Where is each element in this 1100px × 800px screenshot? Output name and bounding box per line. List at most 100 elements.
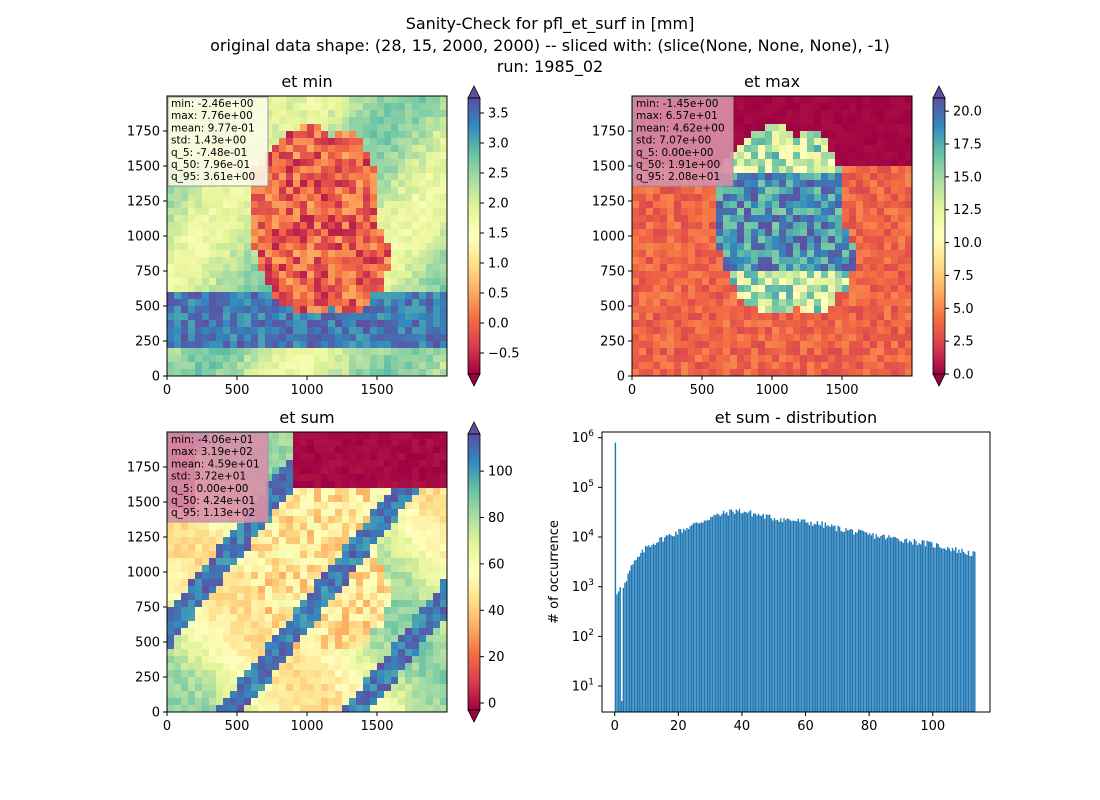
y-tick-label: 1500 — [127, 496, 160, 511]
histogram-bar — [743, 511, 745, 712]
histogram-bar — [648, 545, 650, 712]
histogram-bar — [729, 509, 731, 712]
histogram-bar — [805, 522, 807, 712]
colorbar-tick-label: 2.5 — [488, 167, 509, 182]
histogram-bar — [748, 511, 750, 712]
histogram-bar — [838, 526, 841, 712]
colorbar: 0.0 2.5 5.0 7.5 10.0 12.5 15.0 17.5 20.0 — [932, 85, 982, 387]
histogram-bar — [617, 591, 620, 712]
histogram-bar — [940, 548, 943, 712]
histogram-bar — [937, 544, 939, 712]
histogram-bar — [896, 538, 898, 712]
histogram-bar — [886, 537, 889, 712]
histogram-bar — [848, 530, 850, 712]
stats-line: std: 3.72e+01 — [171, 471, 246, 483]
histogram-bar — [815, 524, 817, 712]
histogram-bar — [664, 537, 666, 712]
histogram-bar — [807, 522, 809, 712]
colorbar-tick-label: 40 — [488, 604, 505, 619]
histogram-bar — [918, 543, 920, 712]
histogram-bar — [899, 541, 901, 712]
histogram-bar — [865, 532, 868, 712]
histogram-bar — [942, 548, 944, 712]
histogram-bar — [764, 518, 766, 712]
histogram-bar — [635, 559, 637, 712]
histogram-bar — [962, 551, 965, 712]
histogram-bar — [692, 523, 695, 712]
histogram-bar — [654, 544, 656, 712]
histogram-bar — [673, 536, 675, 712]
suptitle-line1: Sanity-Check for pfl_et_surf in [mm] — [406, 14, 695, 34]
histogram-bar — [740, 513, 742, 712]
histogram-bar — [819, 525, 822, 712]
colorbar-tick-label: 100 — [488, 465, 513, 480]
colorbar-frame — [467, 433, 481, 711]
histogram-bar — [869, 533, 871, 712]
y-tick-label: 750 — [135, 601, 160, 616]
histogram-bar — [622, 587, 625, 712]
colorbar-tick-label: 12.5 — [953, 203, 982, 218]
histogram-bar — [689, 526, 691, 712]
stats-line: q_5: 0.00e+00 — [636, 147, 713, 159]
x-tick-label: 100 — [920, 719, 945, 734]
histogram-bar — [667, 535, 669, 712]
histogram-bar — [864, 532, 866, 712]
histogram-bar — [683, 528, 685, 712]
histogram-bar — [818, 524, 820, 712]
histogram-bar — [969, 556, 971, 712]
x-tick-label: 0 — [163, 719, 171, 734]
y-tick-label: 1250 — [592, 195, 625, 210]
histogram-bar — [702, 522, 704, 712]
histogram-bar — [974, 551, 976, 712]
stats-line: q_5: -7.48e-01 — [171, 147, 247, 159]
histogram-bar — [776, 519, 779, 712]
histogram-bar — [878, 537, 881, 712]
histogram-bar — [829, 526, 831, 712]
histogram-bar — [891, 537, 893, 712]
histogram-frame — [601, 431, 991, 713]
histogram-bar — [671, 536, 674, 712]
histogram-bar — [699, 523, 701, 712]
histogram-bar — [947, 546, 949, 712]
histogram-bar — [811, 525, 814, 712]
histogram-bar — [862, 531, 865, 712]
y-tick-label: 1750 — [592, 125, 625, 140]
histogram-bar — [843, 531, 846, 712]
histogram-bar — [821, 521, 823, 712]
x-tick-label: 80 — [861, 719, 878, 734]
histogram-bar — [792, 520, 795, 712]
histogram-bar — [756, 515, 758, 712]
histogram-bar — [924, 546, 927, 712]
histogram-bar — [627, 573, 629, 712]
histogram-bar — [646, 546, 648, 712]
histogram-bar — [788, 519, 790, 712]
histogram-bar — [939, 547, 941, 712]
histogram-bar — [913, 538, 916, 712]
histogram-bar — [644, 545, 647, 712]
stats-line: mean: 4.62e+00 — [636, 122, 725, 134]
histogram-bar — [778, 521, 780, 712]
histogram-bar — [904, 539, 906, 712]
histogram-bar — [676, 534, 679, 712]
histogram-bar — [827, 525, 830, 712]
histogram-bar — [861, 530, 863, 712]
histogram-bar — [649, 547, 652, 712]
histogram-bar — [757, 513, 760, 712]
panel-et_min: et min 0 500 1000 1500 0 250 500 750 1000 1250 1500… — [127, 72, 520, 398]
histogram-bar — [842, 531, 844, 712]
histogram-bar — [749, 510, 752, 712]
histogram-bar — [802, 519, 804, 712]
histogram-bar — [753, 513, 755, 712]
y-tick-label: 500 — [600, 300, 625, 315]
y-tick-label: 1750 — [127, 125, 160, 140]
stats-line: max: 6.57e+01 — [636, 110, 718, 122]
histogram-bar — [880, 536, 882, 712]
y-axis-label: # of occurrence — [547, 520, 562, 624]
x-tick-label: 1500 — [825, 383, 858, 398]
histogram-bar — [668, 533, 671, 712]
histogram-bar — [741, 513, 744, 712]
histogram-bar — [908, 540, 911, 712]
